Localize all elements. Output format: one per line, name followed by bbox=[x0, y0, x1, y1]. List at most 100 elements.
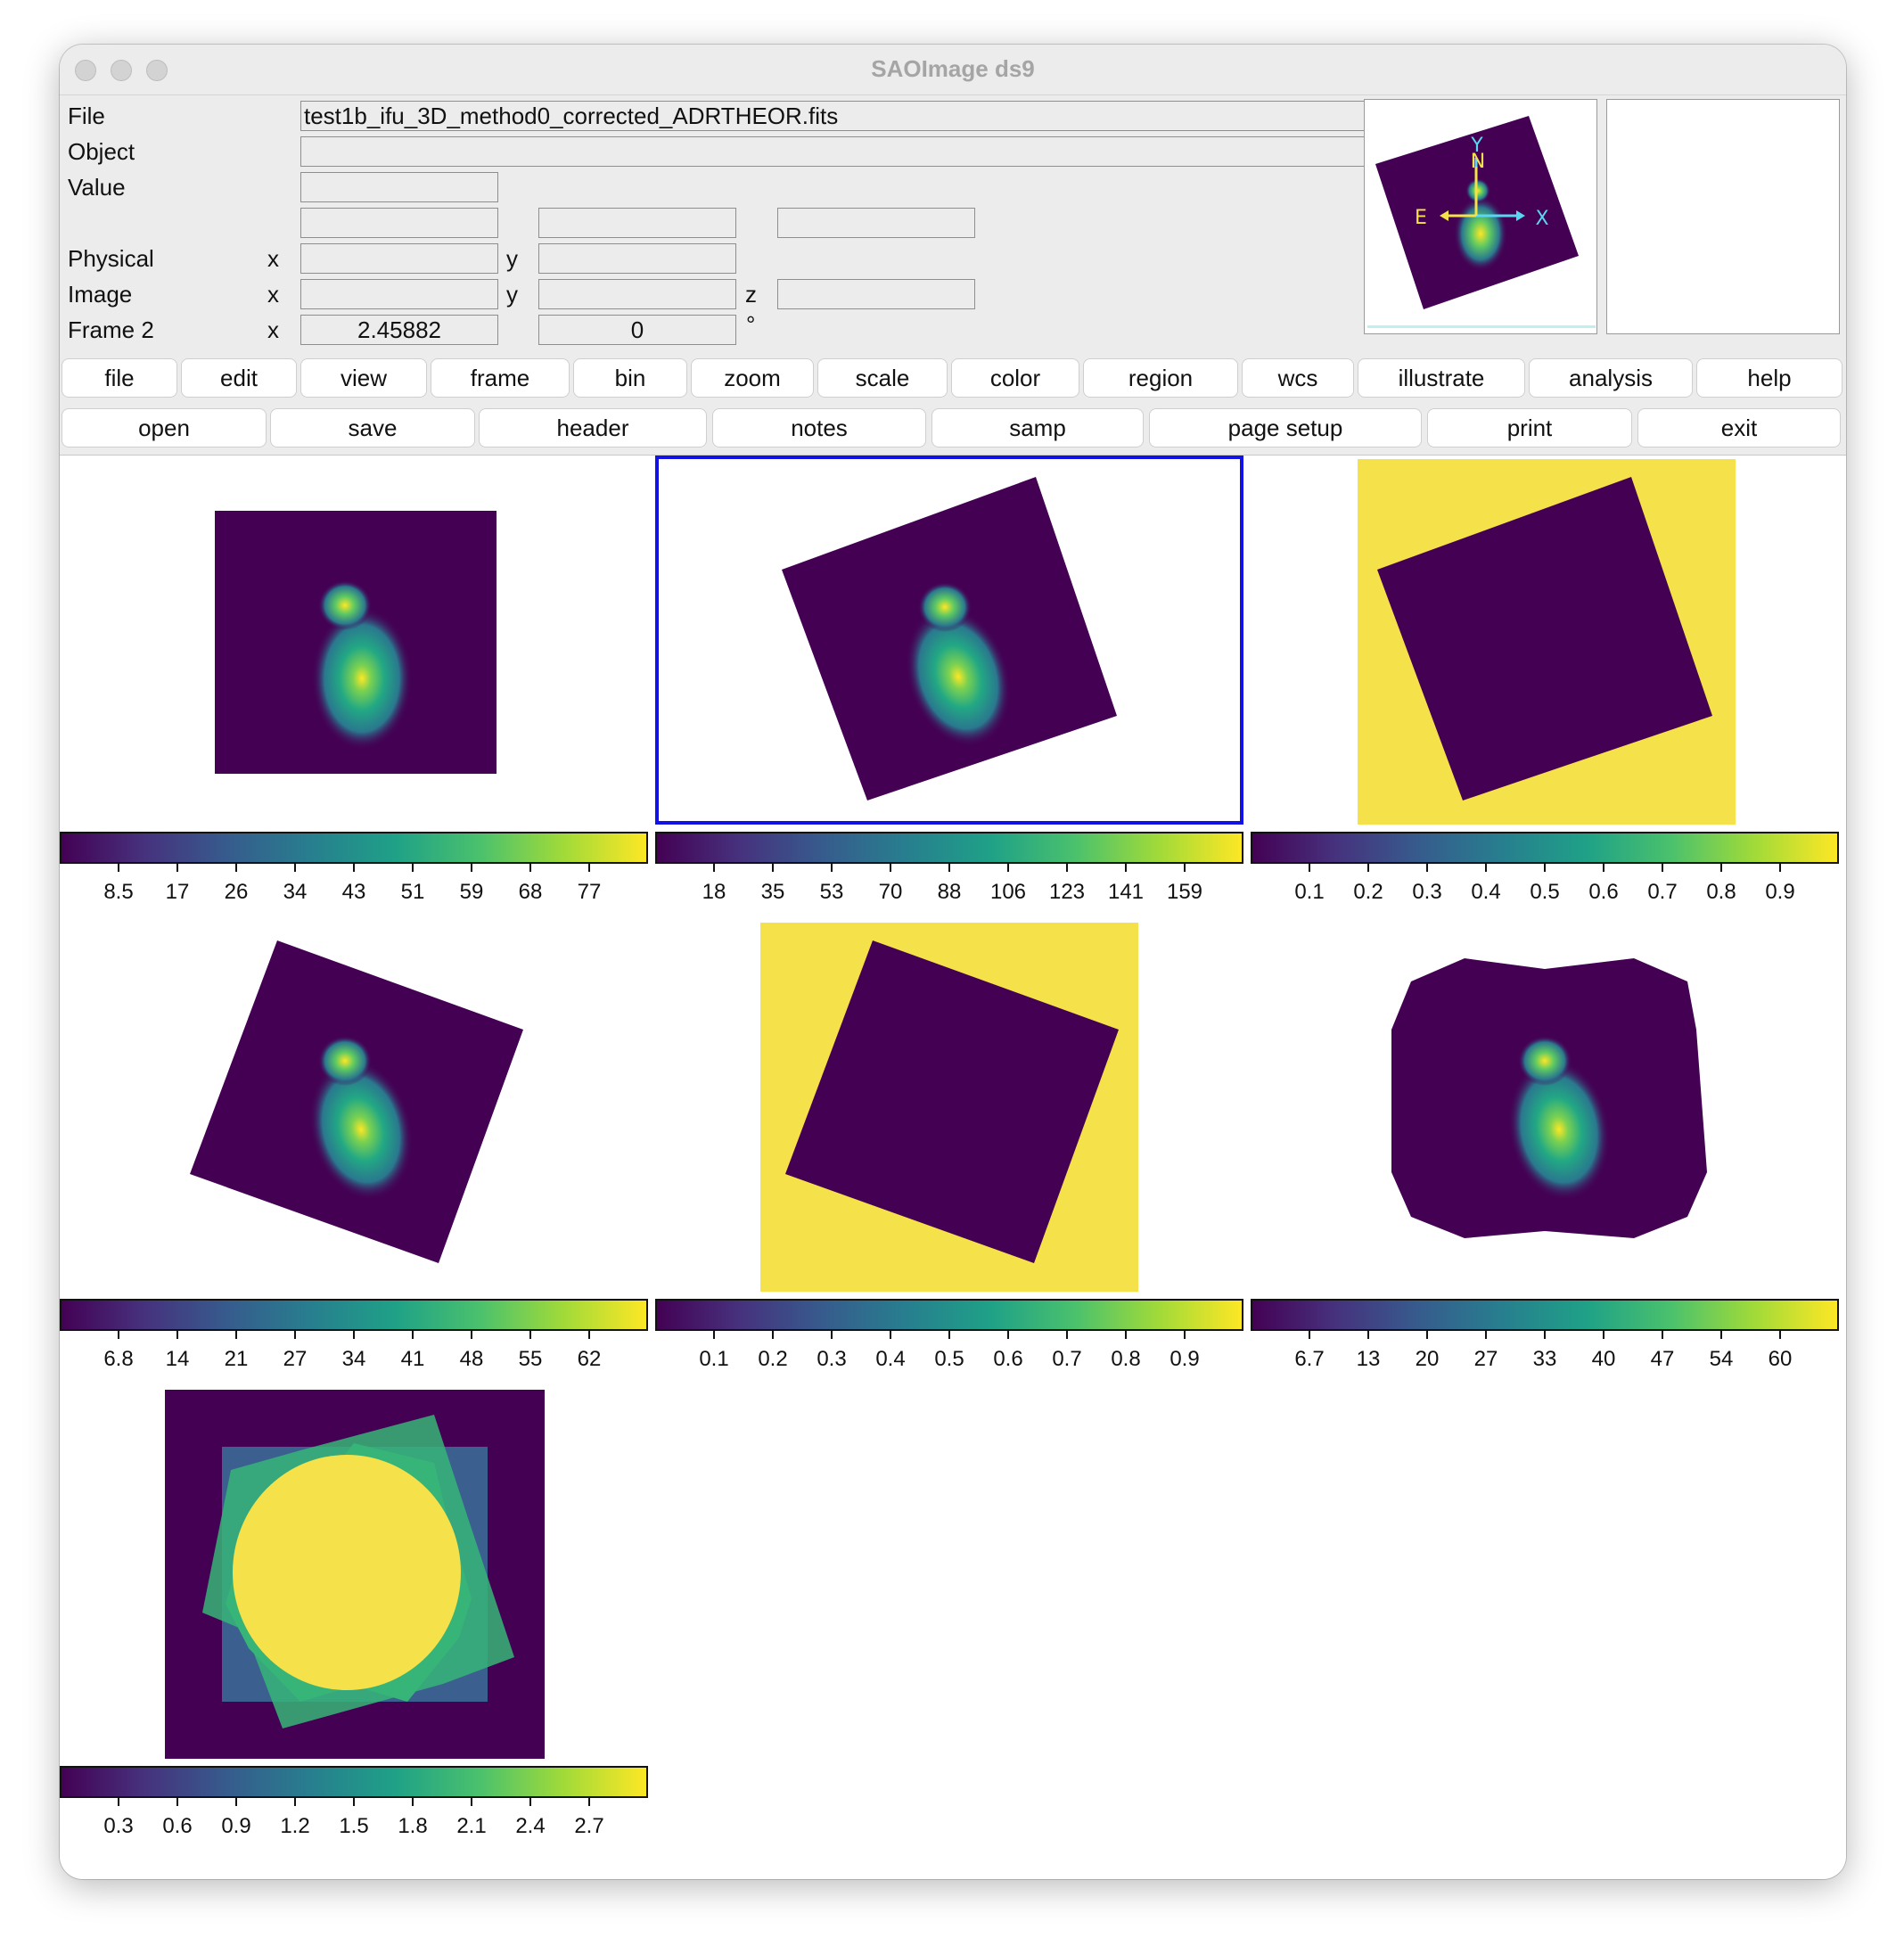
frame4-colorbar[interactable] bbox=[60, 1299, 648, 1331]
frame3-colorbar-tick bbox=[1662, 864, 1663, 872]
frame-1-companion bbox=[318, 580, 372, 630]
menu-color-button[interactable]: color bbox=[951, 358, 1079, 398]
frame7-colorbar[interactable] bbox=[60, 1766, 648, 1798]
frame7-colorbar-tick-label: 2.1 bbox=[456, 1814, 487, 1838]
menu-region-button[interactable]: region bbox=[1083, 358, 1238, 398]
frame3-colorbar-tick-label: 0.9 bbox=[1765, 880, 1795, 904]
menu-file-button[interactable]: file bbox=[62, 358, 177, 398]
title-bar: SAOImage ds9 bbox=[60, 45, 1846, 95]
frame3-colorbar[interactable] bbox=[1251, 832, 1839, 864]
wcs-y-field[interactable] bbox=[538, 208, 736, 238]
frame7-colorbar-tick-label: 0.3 bbox=[103, 1814, 134, 1838]
physical-x-field[interactable] bbox=[300, 243, 498, 274]
frame2-colorbar-tick bbox=[1125, 864, 1127, 872]
frame-1[interactable] bbox=[60, 456, 648, 825]
menu-edit-button[interactable]: edit bbox=[181, 358, 297, 398]
frame-4-galaxy bbox=[309, 1059, 413, 1200]
file-label: File bbox=[68, 103, 105, 129]
wcs-x-field[interactable] bbox=[300, 208, 498, 238]
menu-view-button[interactable]: view bbox=[300, 358, 427, 398]
frame-x-label: x bbox=[267, 316, 279, 343]
frame2-colorbar-tick-label: 123 bbox=[1048, 880, 1086, 904]
image-x-field[interactable] bbox=[300, 279, 498, 309]
minimize-window-button[interactable] bbox=[111, 60, 132, 81]
frame5-colorbar-tick bbox=[713, 1331, 715, 1339]
frame-5[interactable] bbox=[655, 923, 1243, 1292]
frame5-colorbar-tick bbox=[831, 1331, 833, 1339]
value-field[interactable] bbox=[300, 172, 498, 202]
panner[interactable]: X Y N E bbox=[1364, 99, 1597, 334]
menu-zoom-button[interactable]: zoom bbox=[691, 358, 814, 398]
image-z-label: z bbox=[745, 281, 757, 308]
menu-scale-button[interactable]: scale bbox=[817, 358, 948, 398]
info-panel: File test1b_ifu_3D_method0_corrected_ADR… bbox=[60, 95, 1846, 398]
window-title: SAOImage ds9 bbox=[871, 55, 1035, 82]
frame5-colorbar[interactable] bbox=[655, 1299, 1243, 1331]
frame6-colorbar-tick-label: 60 bbox=[1768, 1347, 1793, 1371]
frame-4-companion bbox=[318, 1036, 372, 1086]
frame-2-current[interactable] bbox=[655, 456, 1243, 825]
samp-button[interactable]: samp bbox=[931, 408, 1144, 447]
header-button[interactable]: header bbox=[479, 408, 707, 447]
frame3-colorbar-tick-label: 0.7 bbox=[1647, 880, 1678, 904]
frame-6[interactable] bbox=[1251, 923, 1839, 1292]
menu-illustrate-button[interactable]: illustrate bbox=[1358, 358, 1525, 398]
frame2-colorbar-tick-label: 53 bbox=[819, 880, 844, 904]
frame6-colorbar-tick-label: 47 bbox=[1650, 1347, 1675, 1371]
page-setup-button[interactable]: page setup bbox=[1149, 408, 1422, 447]
frame7-colorbar-tick bbox=[176, 1798, 178, 1806]
frame-2-companion bbox=[918, 582, 972, 632]
open-button[interactable]: open bbox=[62, 408, 267, 447]
exit-button[interactable]: exit bbox=[1637, 408, 1841, 447]
frame3-colorbar-tick bbox=[1309, 864, 1310, 872]
frame3-colorbar-tick-label: 0.6 bbox=[1588, 880, 1619, 904]
frame-7[interactable] bbox=[60, 1390, 648, 1759]
frame7-colorbar-tick bbox=[353, 1798, 355, 1806]
wcs-z-field[interactable] bbox=[777, 208, 975, 238]
frame3-colorbar-tick-label: 0.2 bbox=[1353, 880, 1383, 904]
frame2-colorbar-tick bbox=[890, 864, 891, 872]
menu-help-button[interactable]: help bbox=[1696, 358, 1842, 398]
physical-y-field[interactable] bbox=[538, 243, 736, 274]
file-field[interactable]: test1b_ifu_3D_method0_corrected_ADRTHEOR… bbox=[300, 101, 1409, 131]
menu-bin-button[interactable]: bin bbox=[573, 358, 687, 398]
frame3-colorbar-tick-label: 0.3 bbox=[1412, 880, 1442, 904]
frame7-colorbar-tick bbox=[412, 1798, 414, 1806]
menu-analysis-button[interactable]: analysis bbox=[1529, 358, 1693, 398]
frame2-colorbar-tick-label: 141 bbox=[1107, 880, 1145, 904]
close-window-button[interactable] bbox=[75, 60, 96, 81]
image-z-field[interactable] bbox=[777, 279, 975, 309]
image-y-field[interactable] bbox=[538, 279, 736, 309]
frame6-colorbar-tick-label: 20 bbox=[1415, 1347, 1440, 1371]
image-canvas[interactable]: 8.5 17 26 34 43 51 59 68 77 18 35 53 70 88 106 123 141 15… bbox=[60, 455, 1846, 1879]
frame-4[interactable] bbox=[60, 923, 648, 1292]
print-button[interactable]: print bbox=[1427, 408, 1632, 447]
frame6-colorbar-tick bbox=[1309, 1331, 1310, 1339]
frame7-colorbar-tick-label: 1.5 bbox=[339, 1814, 369, 1838]
ds9-window: SAOImage ds9 File test1b_ifu_3D_method0_… bbox=[60, 45, 1846, 1879]
frame2-colorbar[interactable] bbox=[655, 832, 1243, 864]
object-field[interactable] bbox=[300, 136, 1409, 167]
frame6-colorbar-tick bbox=[1485, 1331, 1487, 1339]
frame-rotate-field[interactable]: 0 bbox=[538, 315, 736, 345]
frame5-colorbar-tick bbox=[1066, 1331, 1068, 1339]
menu-frame-button[interactable]: frame bbox=[431, 358, 570, 398]
frame1-colorbar[interactable] bbox=[60, 832, 648, 864]
zoom-window-button[interactable] bbox=[146, 60, 168, 81]
panner-galaxy bbox=[1454, 196, 1507, 271]
frame1-colorbar-tick-label: 8.5 bbox=[103, 880, 134, 904]
frame6-colorbar[interactable] bbox=[1251, 1299, 1839, 1331]
save-button[interactable]: save bbox=[270, 408, 475, 447]
image-x-label: x bbox=[267, 281, 279, 308]
frame1-colorbar-tick bbox=[176, 864, 178, 872]
frame2-colorbar-tick-label: 159 bbox=[1166, 880, 1203, 904]
frame4-colorbar-tick bbox=[529, 1331, 531, 1339]
image-y-label: y bbox=[506, 281, 518, 308]
menu-wcs-button[interactable]: wcs bbox=[1242, 358, 1354, 398]
frame2-colorbar-tick-label: 18 bbox=[702, 880, 726, 904]
frame5-colorbar-tick-label: 0.2 bbox=[758, 1347, 788, 1371]
frame-3[interactable] bbox=[1251, 456, 1839, 825]
notes-button[interactable]: notes bbox=[712, 408, 926, 447]
frame-zoom-field[interactable]: 2.45882 bbox=[300, 315, 498, 345]
frame7-colorbar-tick bbox=[588, 1798, 590, 1806]
